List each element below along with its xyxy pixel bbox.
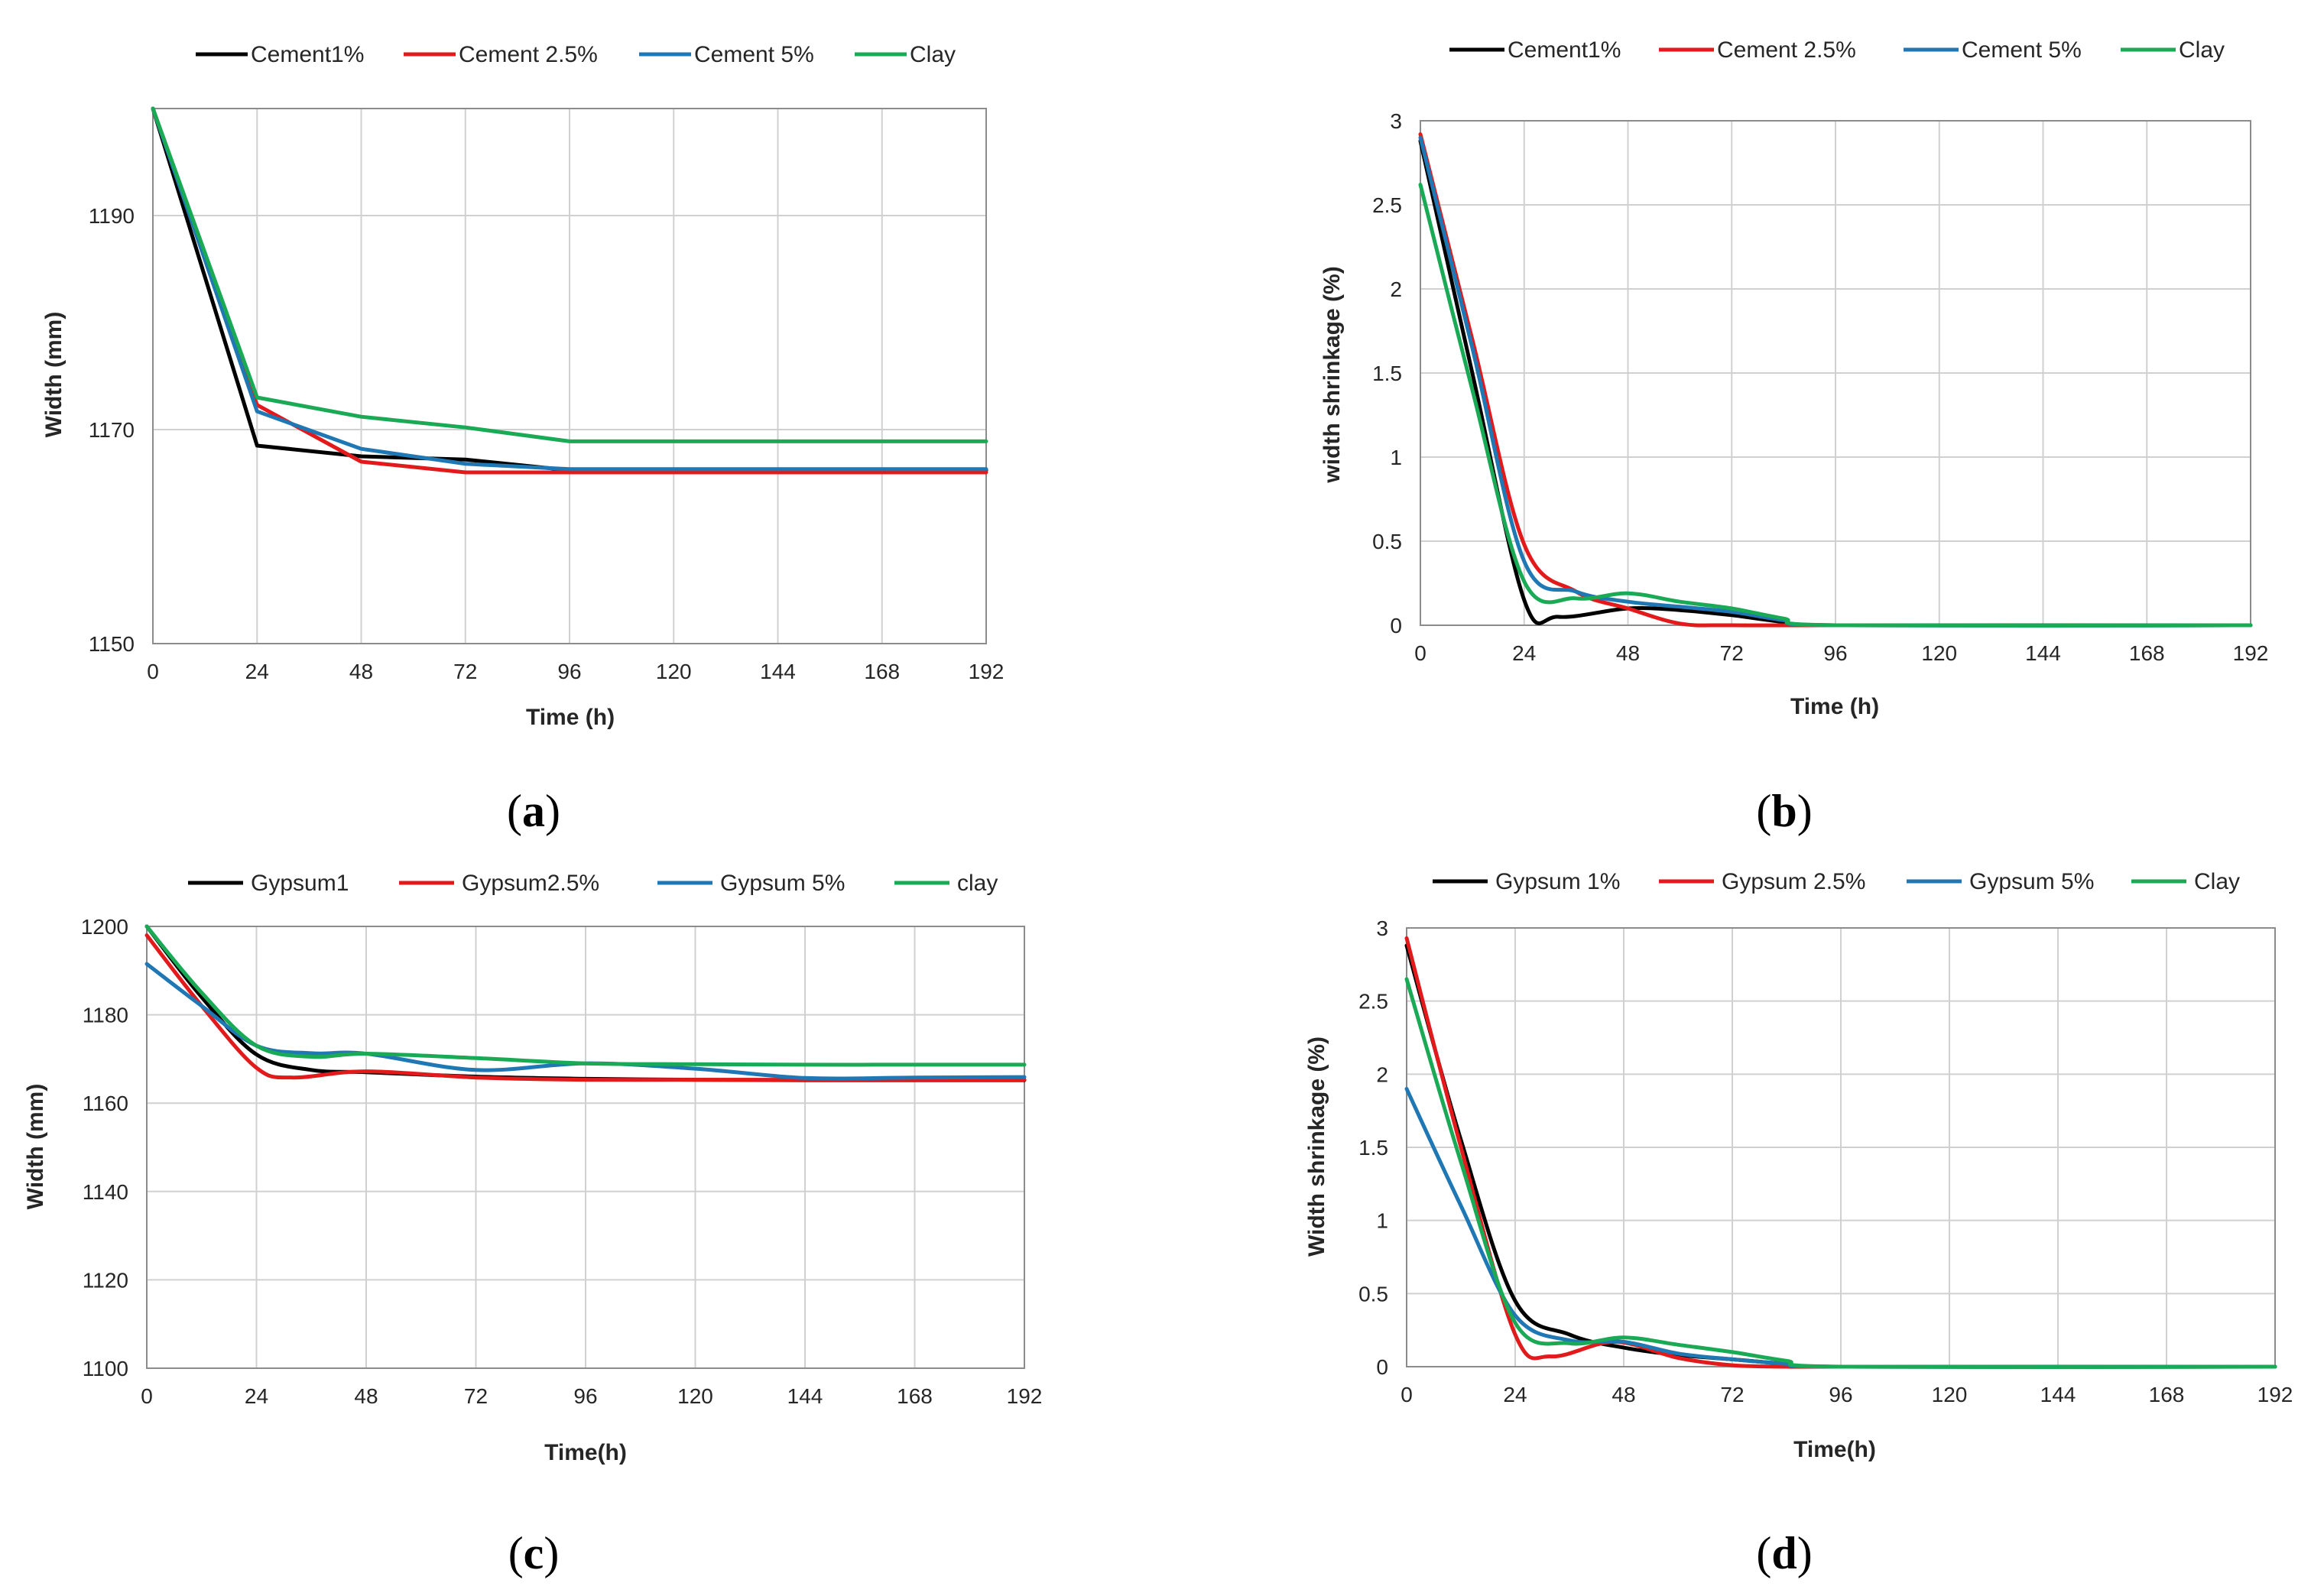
x-tick-label: 192: [1007, 1384, 1043, 1408]
x-tick-label: 96: [573, 1384, 597, 1408]
x-tick-label: 0: [141, 1384, 153, 1408]
x-tick-label: 120: [1932, 1383, 1968, 1406]
series-line-clay: [1418, 183, 2253, 628]
y-tick-label: 0.5: [1358, 1282, 1388, 1306]
x-tick-label: 120: [656, 660, 692, 683]
x-tick-label: 72: [464, 1384, 488, 1408]
y-tick-label: 1160: [83, 1092, 128, 1115]
x-axis-title: Time (h): [1790, 694, 1879, 719]
y-tick-label: 0.5: [1372, 530, 1402, 553]
x-axis-title: Time(h): [1793, 1437, 1876, 1462]
y-tick-label: 1.5: [1358, 1136, 1388, 1160]
panel-caption: (b): [1756, 786, 1812, 836]
panel-c: 0 24 48 72 96 120 144 168 192 1100 1120 1140 1160 118…: [23, 871, 1042, 1578]
x-tick-label: 0: [147, 660, 159, 683]
x-tick-label: 48: [1616, 641, 1640, 665]
legend-label-cement1: Cement1%: [1508, 37, 1621, 63]
y-tick-label: 0: [1376, 1355, 1388, 1379]
x-tick-label: 144: [2025, 641, 2061, 665]
x-axis-title: Time (h): [526, 705, 615, 730]
x-tick-label: 72: [453, 660, 477, 683]
panel-caption: (d): [1756, 1528, 1812, 1578]
y-tick-label: 1190: [89, 204, 135, 228]
x-tick-label: 120: [1921, 641, 1957, 665]
x-tick-label: 48: [1612, 1383, 1635, 1406]
x-tick-label: 192: [2257, 1383, 2293, 1406]
y-tick-label: 1: [1390, 446, 1402, 469]
series-line-clay: [151, 106, 988, 443]
y-tick-label: 3: [1376, 916, 1388, 940]
legend-label-clay: clay: [957, 871, 998, 896]
y-tick-label: 1150: [89, 632, 135, 656]
legend-label-gypsum1: Gypsum1: [251, 871, 349, 896]
x-tick-label: 96: [557, 660, 581, 683]
legend-label-clay: Clay: [2179, 37, 2225, 63]
legend-label-clay: Clay: [2194, 869, 2240, 894]
x-tick-label: 144: [760, 660, 796, 683]
y-axis-title: Width shrinkage (%): [1304, 1036, 1329, 1257]
x-tick-label: 168: [2129, 641, 2165, 665]
y-axis-title: Width (mm): [41, 312, 67, 438]
y-tick-label: 0: [1390, 614, 1402, 637]
x-tick-label: 192: [2233, 641, 2269, 665]
x-tick-label: 144: [2040, 1383, 2076, 1406]
legend-label-gypsum2-5: Gypsum 2.5%: [1722, 869, 1865, 894]
y-tick-label: 1140: [83, 1180, 128, 1204]
panel-a: 0 24 48 72 96 120 144 168 192 1150 1170 1190 Cement…: [41, 42, 1004, 836]
x-tick-label: 168: [864, 660, 900, 683]
x-tick-label: 168: [2149, 1383, 2185, 1406]
legend-label-gypsum1: Gypsum 1%: [1495, 869, 1620, 894]
legend-label-gypsum5: Gypsum 5%: [1969, 869, 2094, 894]
y-tick-label: 1180: [83, 1004, 128, 1027]
legend-label-cement2-5: Cement 2.5%: [459, 42, 598, 67]
panel-caption: (a): [507, 786, 560, 836]
y-axis-title: Width (mm): [23, 1084, 48, 1210]
y-tick-label: 1.5: [1372, 362, 1402, 385]
legend-label-gypsum5: Gypsum 5%: [720, 871, 845, 896]
plot-frame: [146, 926, 1025, 1369]
x-tick-label: 168: [897, 1384, 933, 1408]
panel-caption: (c): [508, 1528, 560, 1578]
x-tick-label: 96: [1829, 1383, 1852, 1406]
x-tick-label: 192: [969, 660, 1005, 683]
y-tick-label: 2: [1390, 277, 1402, 301]
x-tick-label: 24: [1503, 1383, 1527, 1406]
series-line-clay: [1404, 977, 2277, 1370]
plot-frame: [152, 108, 987, 644]
y-tick-label: 1100: [83, 1357, 128, 1380]
legend-label-cement5: Cement 5%: [694, 42, 814, 67]
x-tick-label: 48: [349, 660, 373, 683]
y-tick-label: 1200: [81, 915, 128, 939]
y-tick-label: 1: [1376, 1209, 1388, 1233]
x-tick-label: 48: [354, 1384, 378, 1408]
y-tick-label: 1170: [89, 418, 135, 442]
y-tick-label: 2.5: [1358, 990, 1388, 1014]
legend-label-gypsum2-5: Gypsum2.5%: [462, 871, 599, 896]
y-tick-label: 2: [1376, 1062, 1388, 1086]
panel-d: 0 24 48 72 96 120 144 168 192 0 0.5 1 1.5 2 2.5 3 Gypsu…: [1304, 869, 2293, 1578]
y-tick-label: 3: [1390, 109, 1402, 133]
x-tick-label: 120: [677, 1384, 713, 1408]
y-tick-label: 2.5: [1372, 193, 1402, 217]
y-tick-label: 1120: [83, 1268, 128, 1292]
y-axis-title: width shrinkage (%): [1319, 266, 1345, 483]
x-tick-label: 144: [787, 1384, 823, 1408]
x-tick-label: 24: [245, 1384, 268, 1408]
legend-label-cement2-5: Cement 2.5%: [1717, 37, 1856, 63]
x-tick-label: 96: [1823, 641, 1847, 665]
x-tick-label: 72: [1720, 641, 1744, 665]
series-line-clay: [144, 924, 1027, 1067]
x-tick-label: 0: [1414, 641, 1427, 665]
panel-b: 0 24 48 72 96 120 144 168 192 0 0.5 1 1.5 2 2.5 3 Cemen…: [1319, 37, 2268, 836]
legend-label-cement5: Cement 5%: [1962, 37, 2082, 63]
x-tick-label: 0: [1401, 1383, 1413, 1406]
x-tick-label: 24: [1512, 641, 1536, 665]
series-line-cement-5: [151, 106, 988, 472]
legend-label-clay: Clay: [910, 42, 956, 67]
legend-label-cement1: Cement1%: [251, 42, 364, 67]
x-tick-label: 24: [245, 660, 269, 683]
x-tick-label: 72: [1720, 1383, 1744, 1406]
x-axis-title: Time(h): [544, 1440, 627, 1465]
